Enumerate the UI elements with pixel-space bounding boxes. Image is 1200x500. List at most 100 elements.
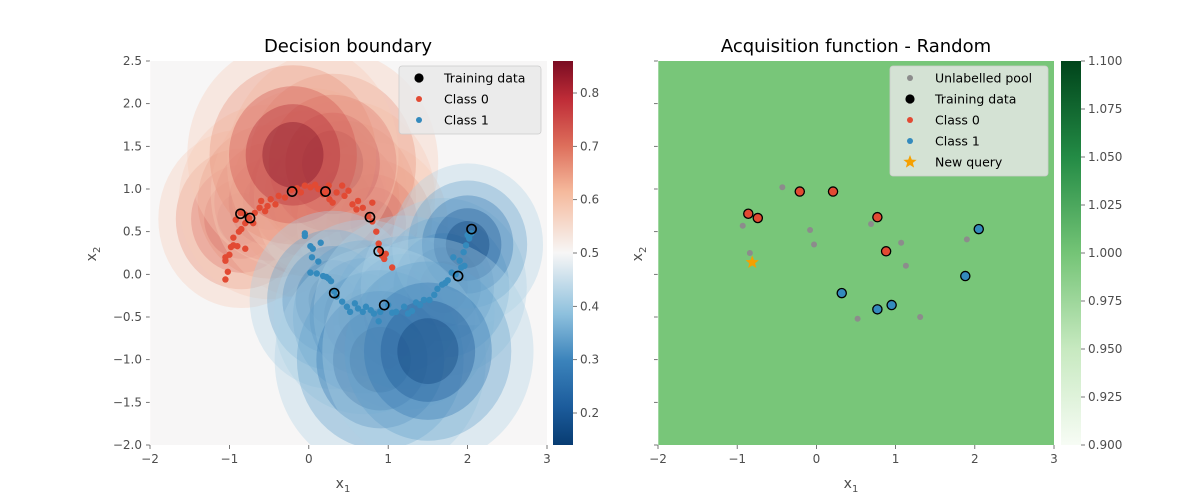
heat-blob bbox=[323, 273, 405, 361]
class1-point bbox=[343, 303, 351, 310]
class0-point bbox=[234, 242, 241, 250]
class1-point bbox=[327, 277, 335, 285]
heat-blob bbox=[296, 270, 464, 445]
heat-blob bbox=[267, 229, 399, 371]
heat-blob bbox=[332, 235, 476, 390]
legend-label: Class 1 bbox=[935, 134, 980, 149]
class0-point bbox=[275, 192, 282, 200]
class1-point bbox=[313, 270, 320, 277]
x-tick-label: −1 bbox=[728, 452, 746, 466]
heat-blob bbox=[377, 284, 431, 341]
right-colorbar: 0.900 0.925 0.950 0.975 1.000 1.025 1.050 1.075… bbox=[1061, 54, 1122, 452]
heat-blob bbox=[349, 326, 411, 393]
class1-point bbox=[309, 245, 316, 252]
legend-marker bbox=[905, 94, 915, 104]
heat-blob bbox=[349, 253, 459, 372]
colorbar-tick-label: 0.2 bbox=[580, 406, 599, 420]
class0-training-point bbox=[752, 212, 764, 224]
left-ylabel-sub: 2 bbox=[92, 247, 103, 253]
class1-point bbox=[331, 288, 338, 295]
heat-blob bbox=[333, 308, 428, 411]
class1-point bbox=[426, 296, 433, 304]
training-point bbox=[373, 245, 385, 257]
class1-point bbox=[460, 248, 467, 256]
colorbar-tick-label: 0.900 bbox=[1088, 438, 1122, 452]
class1-point bbox=[420, 296, 428, 304]
colorbar-tick-label: 0.975 bbox=[1088, 294, 1122, 308]
class0-point bbox=[341, 192, 348, 200]
heat-blob bbox=[316, 290, 445, 429]
right-x-axis-label: x1 bbox=[844, 476, 859, 495]
right-ylabel-x: x bbox=[630, 253, 646, 261]
class0-point bbox=[353, 206, 360, 213]
training-point bbox=[452, 270, 464, 282]
heat-blob bbox=[309, 258, 420, 376]
class0-training-point bbox=[872, 211, 883, 223]
class1-point bbox=[377, 308, 384, 316]
class0-point bbox=[329, 199, 336, 206]
class0-point bbox=[388, 264, 396, 271]
legend-marker bbox=[414, 73, 424, 83]
class1-training-point bbox=[960, 270, 971, 282]
x-tick-label: 0 bbox=[813, 452, 821, 466]
colorbar-tick-label: 1.050 bbox=[1088, 150, 1122, 164]
x-tick-label: −1 bbox=[221, 452, 239, 466]
class0-point bbox=[369, 199, 376, 206]
left-x-axis-label: x1 bbox=[336, 476, 351, 495]
heat-blob bbox=[363, 282, 492, 420]
colorbar-tick-label: 1.075 bbox=[1088, 102, 1122, 116]
class0-point bbox=[323, 188, 330, 195]
x-tick-label: −2 bbox=[649, 452, 667, 466]
colorbar-tick-label: 0.950 bbox=[1088, 342, 1122, 356]
y-tick-label: −1.0 bbox=[113, 353, 142, 367]
y-tick-label: 2.5 bbox=[123, 54, 142, 68]
left-ylabel-x: x bbox=[84, 253, 100, 261]
svg-text:x2: x2 bbox=[84, 247, 103, 262]
colorbar-tick-label: 0.7 bbox=[580, 139, 599, 153]
left-colorbar: 0.2 0.3 0.4 0.5 0.6 0.7 0.8 bbox=[553, 61, 599, 445]
heat-blob bbox=[249, 129, 369, 258]
heat-blob bbox=[209, 65, 377, 245]
class1-point bbox=[359, 308, 366, 316]
heat-blob bbox=[363, 269, 445, 357]
class0-point bbox=[307, 184, 314, 191]
training-point bbox=[364, 211, 376, 223]
heat-blob bbox=[245, 104, 341, 206]
class1-point bbox=[461, 262, 468, 269]
class1-point bbox=[431, 291, 438, 299]
colorbar-tick-label: 0.5 bbox=[580, 246, 599, 260]
x-tick-label: 1 bbox=[892, 452, 900, 466]
class0-point bbox=[261, 207, 269, 215]
class1-training-point bbox=[973, 223, 985, 235]
class0-point bbox=[345, 187, 352, 194]
right-axis-ticks: −2 −1 0 1 2 3 bbox=[649, 60, 1058, 466]
left-xlabel-sub: 1 bbox=[344, 484, 350, 495]
colorbar-tick-label: 0.3 bbox=[580, 353, 599, 367]
unlabelled-point bbox=[746, 250, 753, 256]
class0-point bbox=[349, 201, 356, 208]
x-tick-label: 0 bbox=[305, 452, 313, 466]
class0-point bbox=[272, 201, 279, 208]
unlabelled-point bbox=[811, 241, 818, 248]
left-axis-ticks: −2 −1 0 1 2 3 −2.0 −1.5 −1.0 −0.5 0.0 0.5 1.0 1.5 2.0 2… bbox=[113, 54, 551, 466]
right-chart-title: Acquisition function - Random bbox=[721, 36, 991, 57]
unlabelled-point bbox=[898, 239, 905, 246]
class1-point bbox=[307, 269, 314, 276]
legend-marker bbox=[907, 138, 913, 144]
colorbar-tick-label: 0.8 bbox=[580, 86, 599, 100]
legend-label: Training data bbox=[934, 92, 1016, 107]
left-panel: Decision boundary −2 −1 0 1 2 3 −2.0 −1.5 −1.0 −0… bbox=[84, 36, 599, 495]
right-y-axis-label: x2 bbox=[630, 247, 649, 262]
heat-blob bbox=[262, 122, 324, 188]
legend-marker bbox=[903, 155, 917, 168]
class0-training-point bbox=[743, 208, 754, 219]
class1-point bbox=[315, 258, 322, 265]
class0-point bbox=[230, 234, 237, 241]
class0-point bbox=[242, 245, 249, 252]
heat-blob bbox=[397, 318, 459, 384]
class0-point bbox=[315, 185, 322, 193]
class1-point bbox=[301, 232, 309, 240]
heat-blob bbox=[227, 61, 439, 277]
x-tick-label: 2 bbox=[464, 452, 472, 466]
